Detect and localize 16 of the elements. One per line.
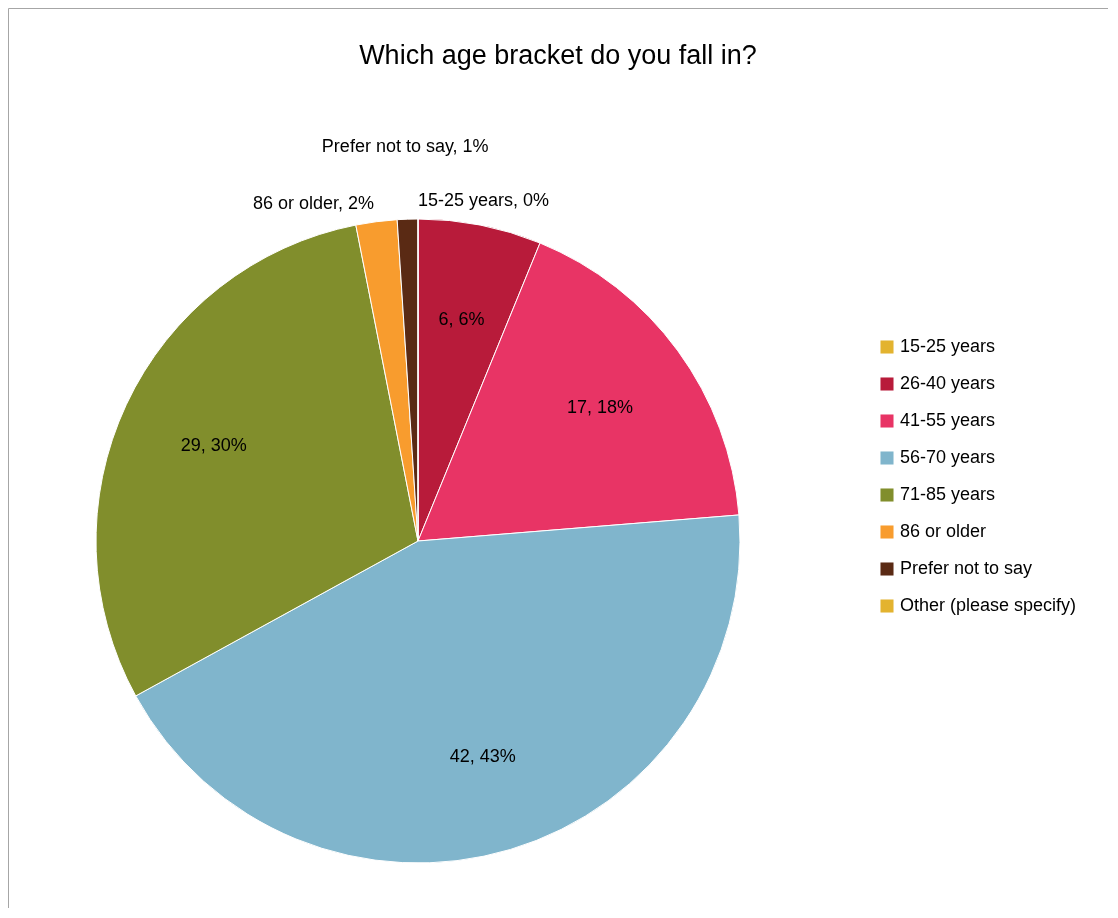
data-label: 86 or older, 2% <box>253 192 375 213</box>
data-label: Prefer not to say, 1% <box>321 136 489 157</box>
legend-label: 56-70 years <box>900 447 996 467</box>
legend-label: Other (please specify) <box>900 595 1077 615</box>
data-label: 29, 30% <box>180 434 247 455</box>
text: 15-25 years, 0% <box>418 190 550 210</box>
data-label: 17, 18% <box>566 396 633 417</box>
legend-label: 26-40 years <box>900 373 996 393</box>
data-label: 42, 43% <box>449 745 516 766</box>
legend-label: Prefer not to say <box>900 558 1033 578</box>
legend-label: 15-25 years <box>900 336 996 356</box>
data-label: 6, 6% <box>438 308 485 329</box>
legend-label: 71-85 years <box>900 484 996 504</box>
legend-label: 41-55 years <box>900 410 996 430</box>
chart-title: Which age bracket do you fall in? <box>359 40 757 70</box>
legend-label: 86 or older <box>900 521 987 541</box>
